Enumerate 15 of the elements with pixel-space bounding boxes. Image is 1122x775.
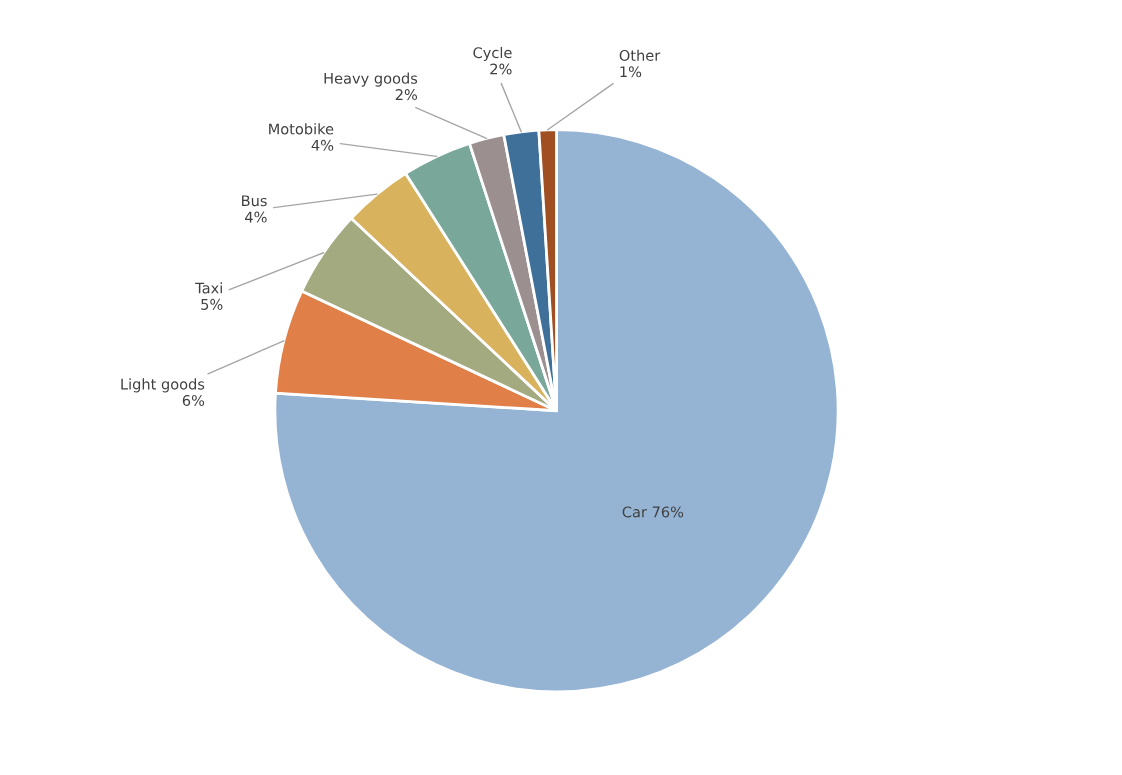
data-label: 1% xyxy=(620,66,642,78)
data-label: 6% xyxy=(182,394,205,406)
slice-label: Car 76% xyxy=(622,506,684,518)
slice-label: Light goods xyxy=(121,378,205,393)
slice-label: Cycle xyxy=(473,46,512,61)
data-label: 2% xyxy=(395,89,418,101)
slice-label: Heavy goods xyxy=(324,72,418,87)
slice-label: Bus xyxy=(242,195,267,207)
data-label: 2% xyxy=(490,63,512,75)
data-label: 4% xyxy=(245,211,267,223)
data-label: 5% xyxy=(201,298,223,310)
data-label: 4% xyxy=(311,139,334,151)
slice-label: Motobike xyxy=(269,123,334,135)
slice-label: Taxi xyxy=(195,282,222,294)
slice-label: Other xyxy=(619,49,661,61)
